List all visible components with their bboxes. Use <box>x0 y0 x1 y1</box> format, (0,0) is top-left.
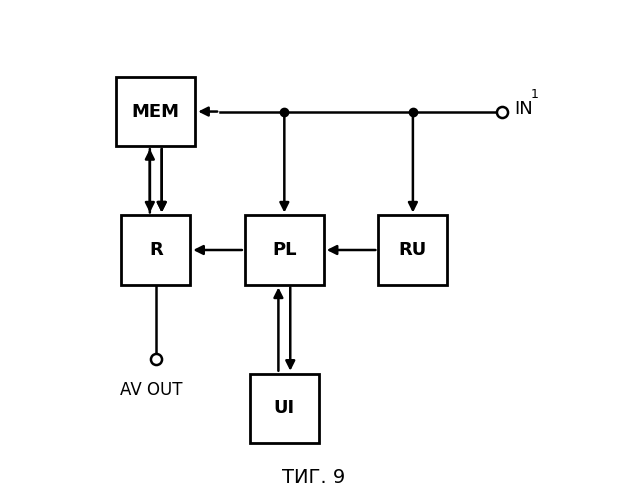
Text: 1: 1 <box>531 88 538 101</box>
Bar <box>121 216 190 284</box>
Text: PL: PL <box>272 241 296 259</box>
Text: MEM: MEM <box>132 102 180 120</box>
Text: AV OUT: AV OUT <box>119 381 182 399</box>
Text: UI: UI <box>274 399 295 417</box>
Bar <box>116 77 195 146</box>
Text: ΤИГ. 9: ΤИГ. 9 <box>283 468 345 487</box>
Text: IN: IN <box>514 100 533 118</box>
Text: RU: RU <box>399 241 427 259</box>
Bar <box>250 374 319 443</box>
Bar <box>245 216 324 284</box>
Text: R: R <box>149 241 163 259</box>
Bar <box>378 216 448 284</box>
